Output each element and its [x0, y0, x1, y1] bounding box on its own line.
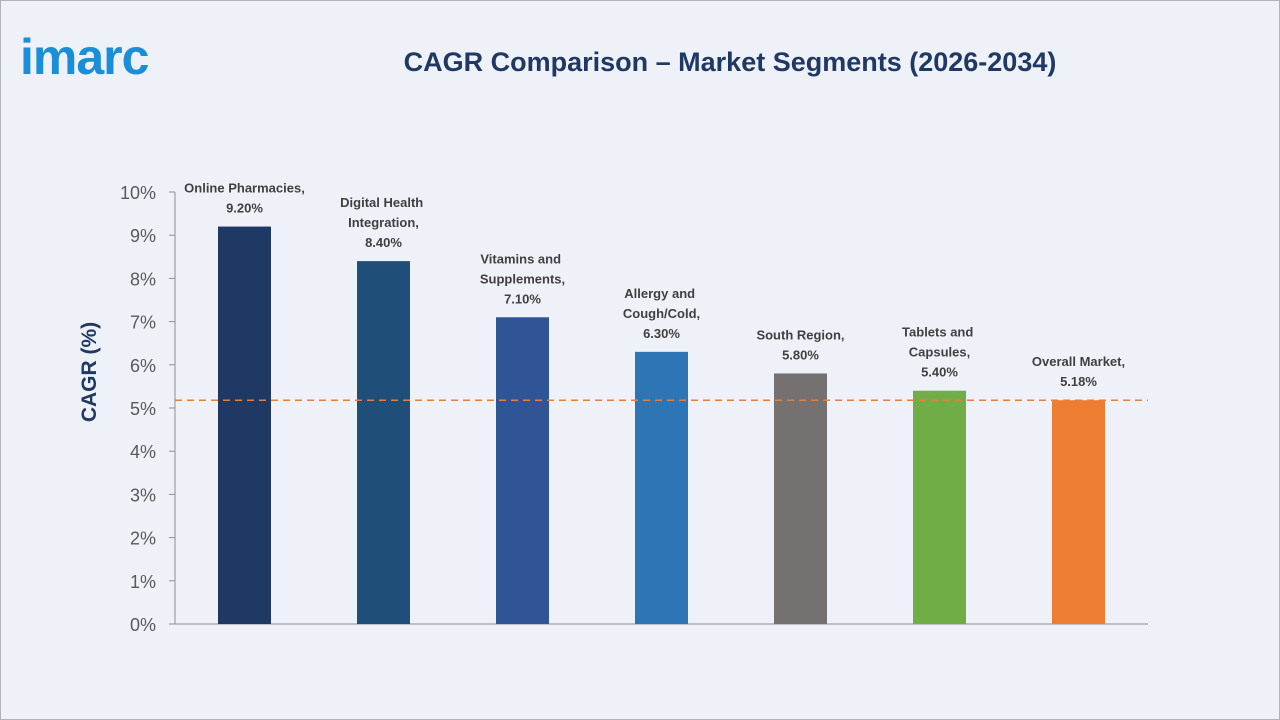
- category-label-line: Online Pharmacies,: [184, 181, 305, 196]
- category-label: Vitamins and Supplements,: [480, 251, 565, 286]
- y-tick-label: 0%: [130, 615, 156, 635]
- category-label-line: Digital Health: [340, 195, 427, 210]
- y-tick-label: 6%: [130, 356, 156, 376]
- y-tick-label: 2%: [130, 529, 156, 549]
- logo: imarc: [20, 29, 149, 85]
- bar: [357, 261, 410, 624]
- category-label-line: Vitamins and: [480, 251, 564, 266]
- bar: [774, 373, 827, 624]
- category-label-line: Integration,: [348, 215, 419, 230]
- bar: [496, 317, 549, 624]
- y-tick-label: 5%: [130, 399, 156, 419]
- bar: [218, 226, 271, 624]
- y-tick-label: 3%: [130, 485, 156, 505]
- category-label-line: Cough/Cold,: [623, 306, 700, 321]
- category-label: Overall Market,: [1032, 354, 1125, 369]
- category-label-line: Tablets and: [902, 325, 977, 340]
- category-label: Digital Health Integration,: [340, 195, 427, 230]
- category-label: South Region,: [756, 327, 844, 342]
- chart-title: CAGR Comparison – Market Segments (2026-…: [404, 47, 1057, 77]
- data-label: 5.18%: [1060, 374, 1097, 389]
- category-label: Online Pharmacies,: [184, 181, 305, 196]
- y-axis-label: CAGR (%): [78, 322, 101, 422]
- bar: [635, 351, 688, 624]
- y-tick-label: 4%: [130, 442, 156, 462]
- category-label-line: Capsules,: [909, 345, 970, 360]
- data-label: 8.40%: [365, 235, 402, 250]
- y-tick-label: 8%: [130, 269, 156, 289]
- category-label-line: Overall Market,: [1032, 354, 1125, 369]
- data-label: 7.10%: [504, 291, 541, 306]
- category-label: Tablets and Capsules,: [902, 325, 977, 360]
- bar: [913, 390, 966, 624]
- y-tick-label: 7%: [130, 313, 156, 333]
- data-label: 6.30%: [643, 326, 680, 341]
- data-label: 5.80%: [782, 347, 819, 362]
- category-label-line: Allergy and: [624, 286, 698, 301]
- data-label: 9.20%: [226, 201, 263, 216]
- category-label: Allergy and Cough/Cold,: [623, 286, 700, 321]
- category-label-line: Supplements,: [480, 271, 565, 286]
- category-label-line: South Region,: [756, 327, 844, 342]
- y-tick-label: 1%: [130, 572, 156, 592]
- data-label: 5.40%: [921, 365, 958, 380]
- y-tick-label: 10%: [120, 183, 156, 203]
- y-tick-label: 9%: [130, 226, 156, 246]
- bar: [1052, 400, 1105, 624]
